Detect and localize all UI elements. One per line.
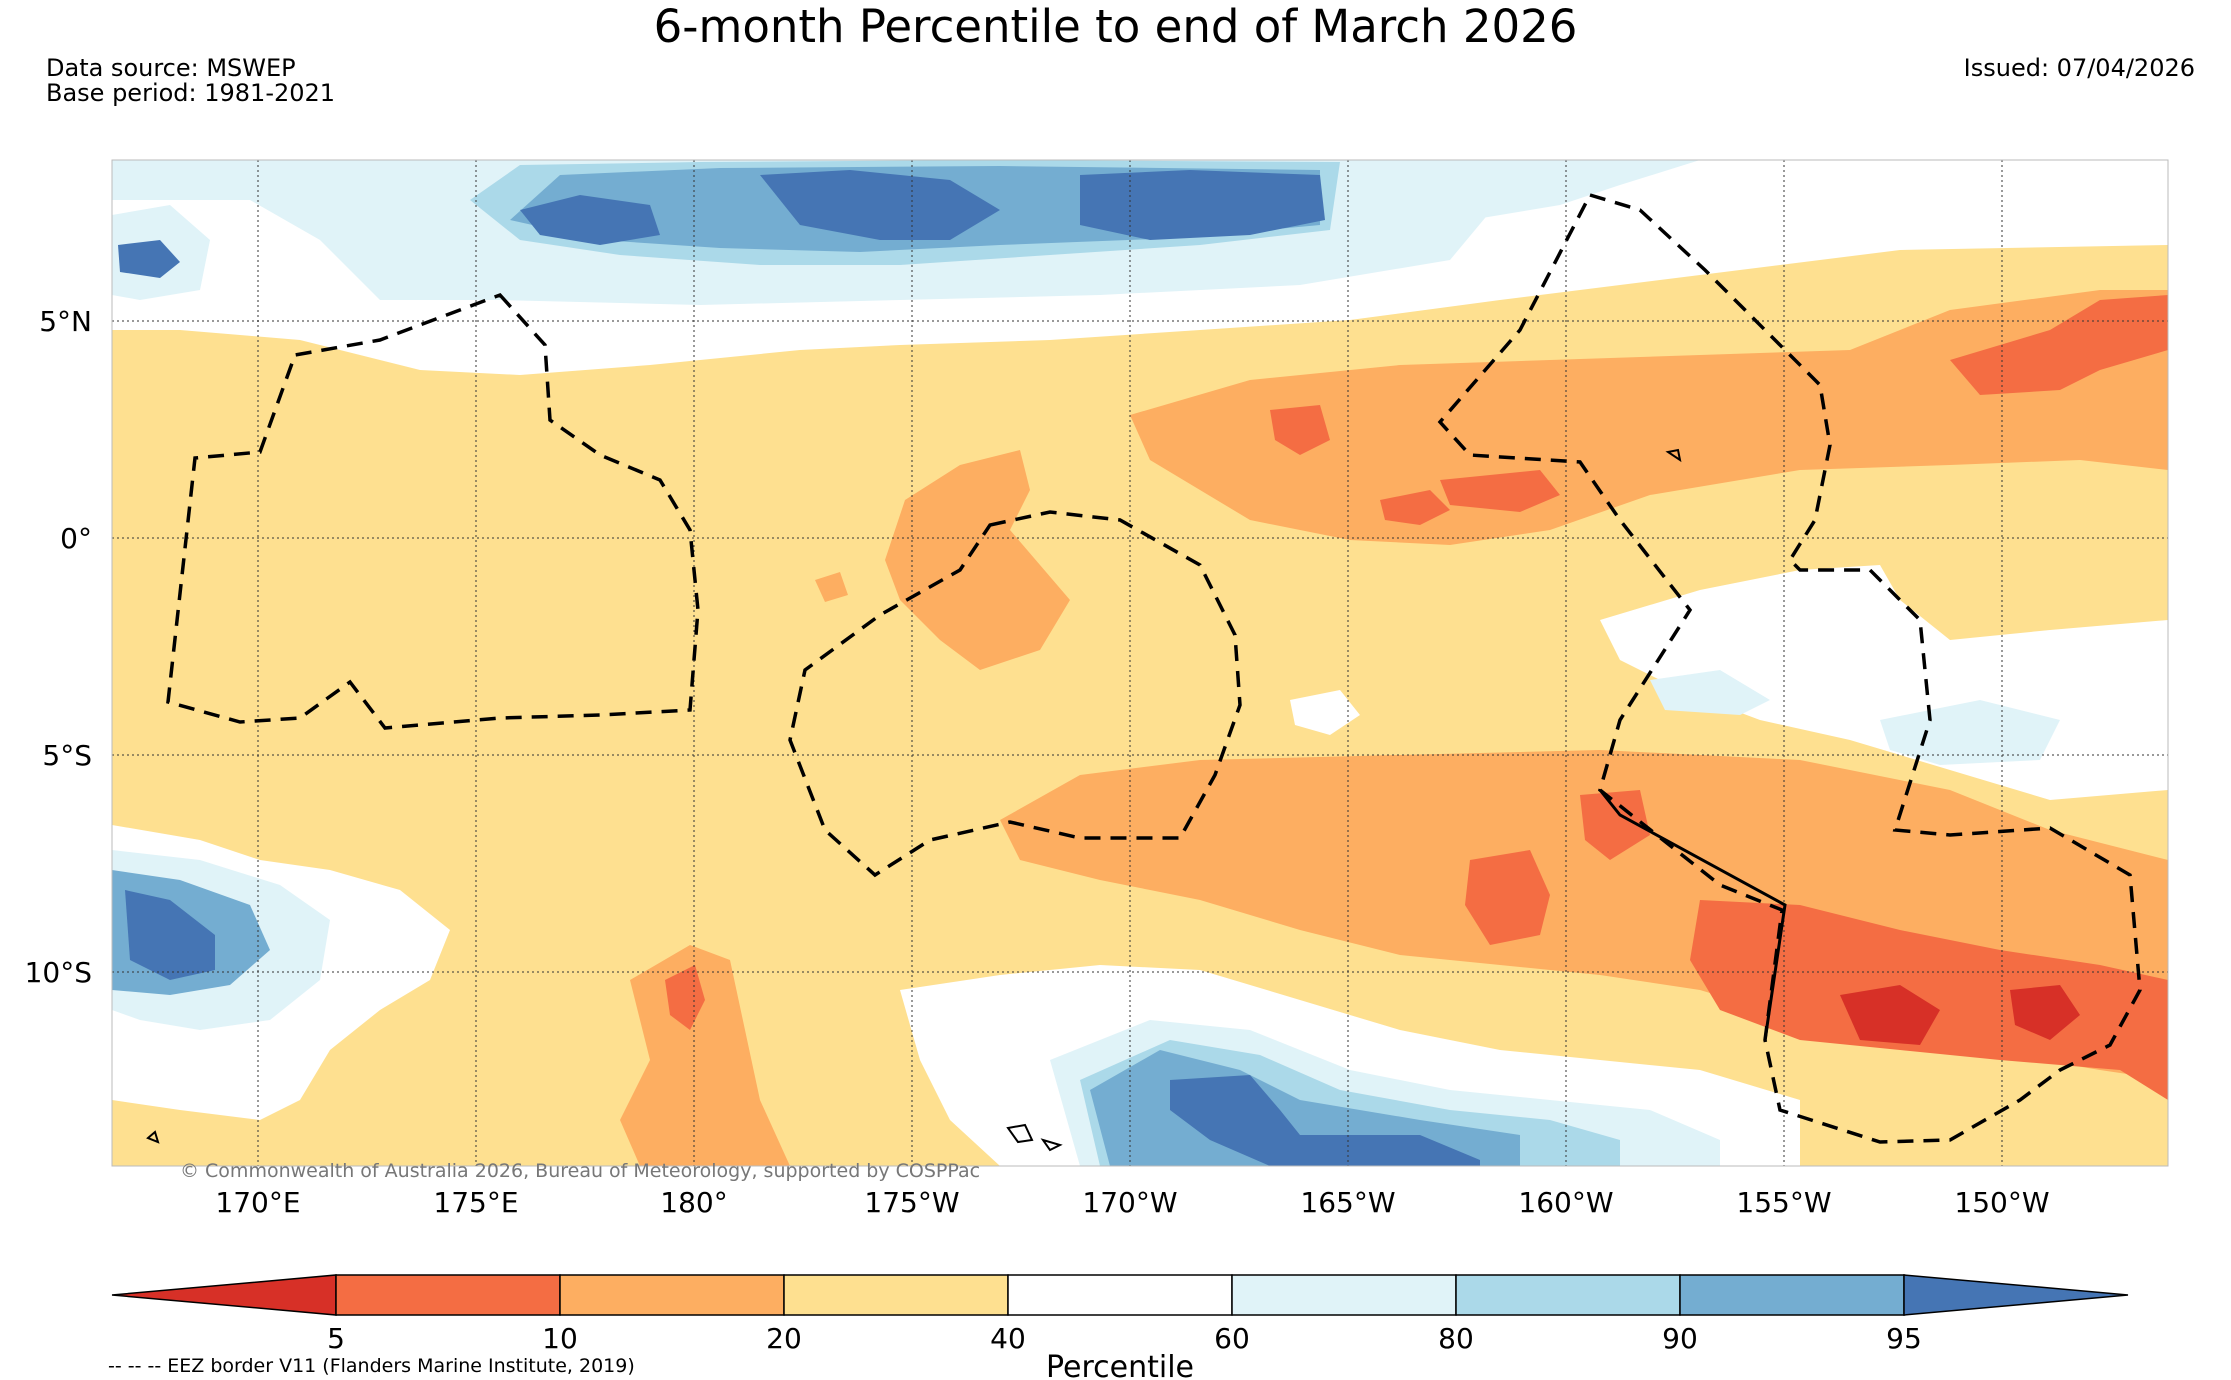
lon-label-150w: 150°W: [1954, 1186, 2049, 1219]
south-central-darkblue: [1170, 1075, 1480, 1166]
white-spot-165w: [1290, 690, 1360, 735]
base-period: Base period: 1981-2021: [46, 79, 336, 107]
northwest-blue-spot: [118, 240, 180, 278]
north-lightblue-east: [1340, 160, 1700, 220]
eez-solid-segment: [1598, 789, 1787, 1041]
island-b: [1040, 1138, 1063, 1152]
south-darkred-b: [2010, 985, 2080, 1040]
eez-kiribati-gilbert: [166, 292, 700, 730]
lon-label-170e: 170°E: [215, 1186, 300, 1219]
south-red-c: [1690, 900, 2168, 1100]
copyright-text: © Commonwealth of Australia 2026, Bureau…: [180, 1160, 980, 1182]
lon-label-175e: 175°E: [433, 1186, 518, 1219]
colorbar-bin-4: [1007, 1274, 1233, 1316]
lat-label-5s: 5°S: [42, 739, 92, 772]
lat-label-10s: 10°S: [25, 956, 92, 989]
lat-labels: 5°N 0° 5°S 10°S: [25, 305, 92, 989]
island-a: [1006, 1123, 1034, 1144]
eez-phoenix: [788, 510, 1242, 878]
meta-left: Data source: MSWEP Base period: 1981-202…: [46, 56, 335, 106]
central-orange-east: [1130, 290, 2168, 545]
colorbar-ticks: 5 10 20 40 60 80 90 95: [327, 1322, 1922, 1355]
south-red-a: [1465, 850, 1550, 945]
colorbar-bin-2: [559, 1274, 785, 1316]
colorbar-bin-1: [335, 1274, 561, 1316]
colorbar-tick-95: 95: [1886, 1322, 1922, 1355]
colorbar-tick-5: 5: [327, 1322, 345, 1355]
island-c: [146, 1130, 160, 1144]
data-source: Data source: MSWEP: [46, 54, 296, 82]
south-red-b: [1580, 790, 1650, 860]
north-darkblue-b: [760, 170, 1000, 240]
map-panel: [112, 160, 2168, 1166]
lon-label-165w: 165°W: [1300, 1186, 1395, 1219]
eez-line-islands: [1437, 192, 2142, 1144]
dateline-orange-blob: [885, 450, 1070, 670]
colorbar-high-arrow: [1903, 1274, 2129, 1316]
colorbar-bin-7: [1679, 1274, 1905, 1316]
colorbar-low-arrow: [111, 1274, 337, 1316]
colorbar-tick-10: 10: [542, 1322, 578, 1355]
south-darkred-a: [1840, 985, 1940, 1045]
colorbar: [111, 1274, 2129, 1316]
colorbar-tick-60: 60: [1214, 1322, 1250, 1355]
southwest-orange: [620, 945, 790, 1166]
north-darkblue-c: [520, 195, 660, 245]
issued-date: Issued: 07/04/2026: [1963, 54, 2195, 82]
lon-label-155w: 155°W: [1736, 1186, 1831, 1219]
lon-label-160w: 160°W: [1518, 1186, 1613, 1219]
southwest-darkblue: [125, 890, 215, 980]
colorbar-tick-80: 80: [1438, 1322, 1474, 1355]
colorbar-bin-6: [1455, 1274, 1681, 1316]
eez-note: -- -- -- EEZ border V11 (Flanders Marine…: [108, 1355, 635, 1377]
east-lightblue-patch-b: [1880, 700, 2060, 765]
colorbar-tick-90: 90: [1662, 1322, 1698, 1355]
dateline-orange-spot: [815, 572, 848, 602]
central-red-east: [1950, 295, 2168, 395]
map-title: 6-month Percentile to end of March 2026: [653, 0, 1578, 53]
east-lightblue-patch: [1650, 670, 1770, 715]
colorbar-label: Percentile: [1046, 1350, 1194, 1380]
islands: [146, 448, 1682, 1152]
central-red-spot-b: [1440, 470, 1560, 512]
southwest-red-spot: [665, 965, 705, 1030]
lon-label-175w: 175°W: [864, 1186, 959, 1219]
colorbar-bin-3: [783, 1274, 1009, 1316]
central-red-spot-a: [1380, 490, 1450, 525]
lon-labels: 170°E 175°E 180° 175°W 170°W 165°W 160°W…: [215, 1186, 2049, 1219]
eez-borders: [166, 192, 2142, 1144]
colorbar-bin-5: [1231, 1274, 1457, 1316]
colorbar-tick-20: 20: [766, 1322, 802, 1355]
lon-label-180: 180°: [660, 1186, 727, 1219]
north-darkblue-a: [1080, 170, 1325, 240]
island-d: [1665, 448, 1682, 463]
lon-label-170w: 170°W: [1082, 1186, 1177, 1219]
lat-label-5n: 5°N: [39, 305, 92, 338]
central-red-spot-c: [1270, 405, 1330, 455]
lat-label-0: 0°: [60, 522, 92, 555]
colorbar-tick-40: 40: [990, 1322, 1026, 1355]
map-frame: [111, 159, 2169, 1167]
